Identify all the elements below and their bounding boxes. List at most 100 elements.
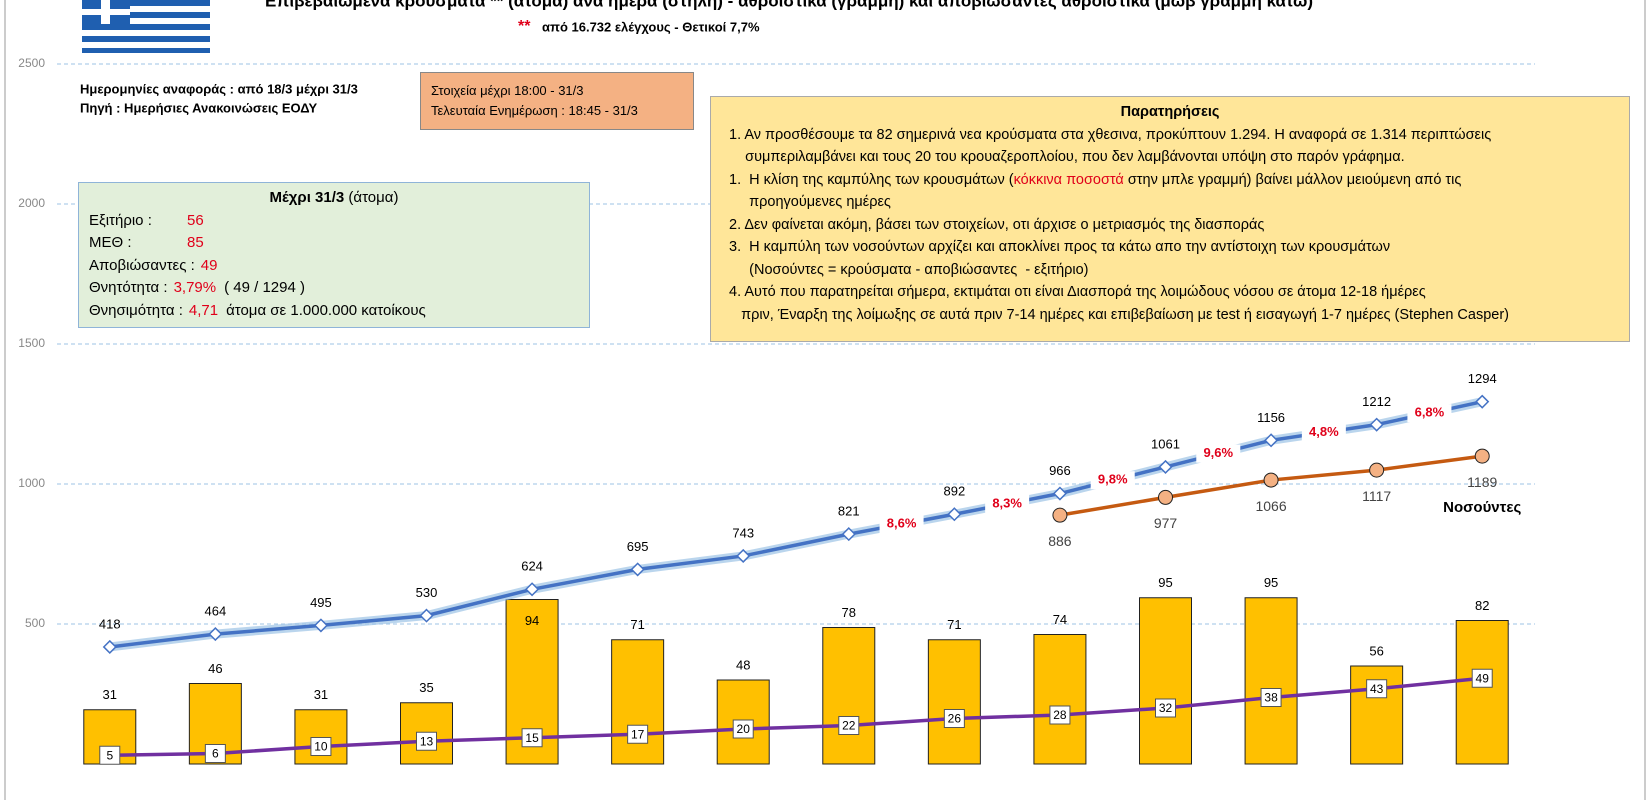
marker <box>1052 486 1067 501</box>
summary-row: Αποβιώσαντες : 49 <box>89 255 579 278</box>
bar-label: 31 <box>314 687 328 702</box>
bar <box>822 627 876 765</box>
marker <box>630 562 645 577</box>
growth-bg <box>1407 404 1452 423</box>
point-label: 495 <box>310 595 332 610</box>
point-label: 15 <box>525 731 539 745</box>
growth-label: 9,6% <box>1203 445 1233 460</box>
marker <box>310 737 332 756</box>
marker <box>1155 698 1176 718</box>
point-label: 20 <box>737 722 751 736</box>
point-label: 6 <box>212 747 219 761</box>
note-line: 4. Αυτό που παρατηρείται σήμερα, εκτιμάτ… <box>729 281 1621 304</box>
point-label: 977 <box>1154 515 1178 531</box>
marker <box>1474 448 1490 464</box>
growth-label: 6,8% <box>1415 405 1445 420</box>
marker <box>1263 472 1279 488</box>
bar-label: 48 <box>736 657 750 672</box>
bar-label: 94 <box>525 613 539 628</box>
bar-label: 78 <box>842 605 856 620</box>
note-text: 1. Η κλίση της καμπύλης των κρουσμάτων ( <box>729 171 1014 188</box>
summary-label: Εξιτήριο : <box>89 211 152 229</box>
point-label: 22 <box>842 719 856 733</box>
note-text: στην μπλε γραμμή) βαίνει μάλλον μειούμεν… <box>1123 171 1462 188</box>
marker <box>416 731 437 751</box>
marker <box>1475 394 1490 409</box>
bar-label: 95 <box>1158 575 1172 590</box>
summary-row: Θνητότητα : 3,79% ( 49 / 1294 ) <box>89 277 579 300</box>
note-text: κόκκινα ποσοστά <box>1013 171 1124 188</box>
summary-value: 49 <box>200 256 218 274</box>
update-last: Τελευταία Ενημέρωση : 18:45 - 31/3 <box>431 103 638 118</box>
summary-label: Θνητότητα : <box>89 279 168 296</box>
point-label: 32 <box>1159 701 1173 715</box>
summary-label: Αποβιώσαντες : <box>89 256 195 274</box>
summary-note: άτομα σε 1.000.000 κατοίκους <box>226 301 426 319</box>
note-line: 1. Αν προσθέσουμε τα 82 σημερινά νεα κρο… <box>729 124 1621 147</box>
y-tick-label: 2000 <box>18 196 45 210</box>
marker <box>1369 417 1384 432</box>
point-label: 1189 <box>1467 474 1497 490</box>
marker <box>204 744 226 763</box>
info-source: Πηγή : Ημερήσιες Ανακοινώσεις ΕΟΔΥ <box>80 100 317 115</box>
point-label: 966 <box>1049 463 1071 478</box>
bar-label: 95 <box>1264 575 1278 590</box>
marker <box>521 728 543 748</box>
marker <box>1158 459 1173 474</box>
y-tick-label: 500 <box>25 616 45 630</box>
point-label: 1294 <box>1468 371 1497 386</box>
y-tick-label: 1500 <box>18 336 45 350</box>
frame <box>4 0 1646 800</box>
y-tick-label: 1000 <box>18 476 45 490</box>
marker <box>1471 668 1493 688</box>
summary-row: Θνησιμότητα : 4,71 άτομα σε 1.000.000 κατο… <box>89 300 579 323</box>
bar <box>1244 597 1298 765</box>
point-label: 26 <box>948 712 962 726</box>
point-label: 743 <box>732 525 754 540</box>
note-line: συμπεριλαμβάνει και τους 20 του κρουαζερ… <box>729 146 1621 169</box>
summary-label: Θνησιμότητα : <box>89 301 183 319</box>
note-text: 2. Δεν φαίνεται ακόμη, βάσει των στοιχεί… <box>729 216 1265 233</box>
note-line: 1. Η κλίση της καμπύλης των κρουσμάτων (… <box>729 169 1621 192</box>
footnote-mark: ** <box>518 18 531 35</box>
note-line: προηγούμενες ημέρες <box>729 191 1621 214</box>
marker <box>943 709 965 728</box>
bar-label: 31 <box>103 687 117 702</box>
summary-unit: (άτομα) <box>348 189 399 206</box>
marker <box>208 627 223 642</box>
point-label: 418 <box>99 616 121 631</box>
title: Επιβεβαιωμένα κρούσματα ** (άτομα) ανά η… <box>265 0 1313 10</box>
growth-bg <box>985 494 1030 513</box>
bar <box>611 639 665 765</box>
note-text: προηγούμενες ημέρες <box>729 194 891 210</box>
summary-row: ΜΕΘ : 85 <box>89 232 579 255</box>
point-label: 43 <box>1370 682 1384 696</box>
bar-label: 74 <box>1053 612 1067 627</box>
bar <box>1455 620 1509 765</box>
notes-title: Παρατηρήσεις <box>1120 104 1220 120</box>
growth-label: 8,6% <box>887 516 917 531</box>
line <box>109 676 1483 757</box>
point-label: 695 <box>627 539 649 554</box>
summary-note: ( 49 / 1294 ) <box>224 279 305 296</box>
growth-label: 9,8% <box>1098 472 1128 487</box>
marker <box>1158 489 1173 505</box>
marker <box>838 716 860 735</box>
update-until: Στοιχεία μέχρι 18:00 - 31/3 <box>431 83 584 98</box>
point-label: 38 <box>1264 691 1278 705</box>
point-label: 886 <box>1048 533 1072 549</box>
notes-box: Παρατηρήσεις 1. Αν προσθέσουμε τα 82 σημ… <box>710 96 1630 342</box>
point-label: 49 <box>1476 671 1490 685</box>
footnote: από 16.732 ελέγχους - Θετικοί 7,7% <box>542 19 760 34</box>
marker <box>1369 462 1385 478</box>
point-label: 821 <box>838 504 860 519</box>
marker <box>102 639 117 655</box>
point-label: 1117 <box>1362 488 1391 504</box>
bar <box>1139 597 1192 765</box>
growth-label: 8,3% <box>992 495 1022 510</box>
bar-label: 56 <box>1369 643 1383 658</box>
growth-bg <box>879 515 924 534</box>
marker <box>841 527 856 542</box>
